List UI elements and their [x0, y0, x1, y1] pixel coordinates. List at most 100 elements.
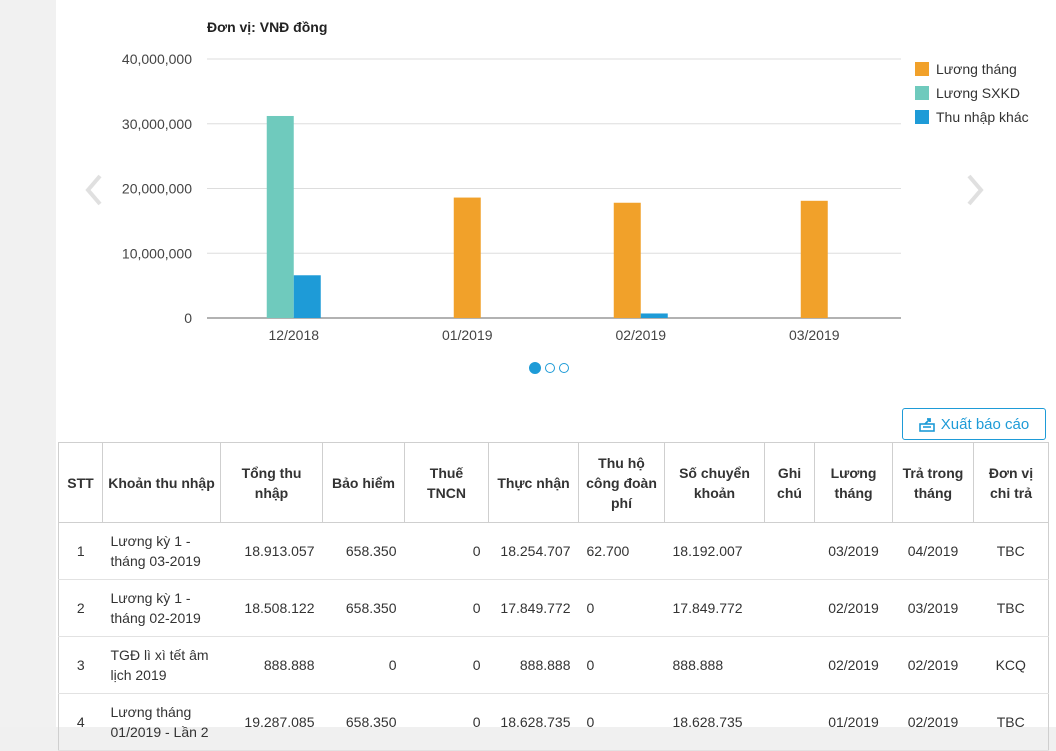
bar-02-2019-series-2	[640, 313, 668, 318]
bar-01-2019-series-0	[453, 197, 481, 318]
x-tick-label: 12/2018	[268, 327, 319, 343]
bar-12-2018-series-1	[266, 115, 294, 318]
cell-col-net: 18.254.707	[488, 522, 579, 580]
income-table: STT Khoản thu nhập Tổng thu nhập Bảo hiểm Th…	[58, 442, 1049, 751]
header-col-paid-month: Trả trong tháng	[892, 442, 974, 523]
cell-col-transfer: 18.628.735	[664, 693, 765, 751]
header-col-union-fee: Thu hộ công đoàn phí	[578, 442, 665, 523]
cell-col-salary-month: 02/2019	[814, 579, 893, 637]
export-report-button[interactable]: Xuất báo cáo	[902, 408, 1046, 440]
bar-12-2018-series-2	[293, 275, 321, 318]
cell-col-union-fee: 0	[578, 636, 665, 694]
cell-col-income-item: Lương kỳ 1 - tháng 02-2019	[102, 579, 221, 637]
carousel-next-button[interactable]	[953, 170, 993, 210]
header-col-note: Ghi chú	[764, 442, 815, 523]
x-tick-label: 03/2019	[789, 327, 840, 343]
chart-legend: Lương tháng Lương SXKD Thu nhập khác	[915, 57, 1029, 129]
cell-col-net: 17.849.772	[488, 579, 579, 637]
cell-col-payer-unit: KCQ	[973, 636, 1049, 694]
chevron-right-icon	[967, 174, 984, 206]
y-tick-label: 0	[184, 310, 192, 326]
table-row[interactable]: 1 Lương kỳ 1 - tháng 03-2019 18.913.057 658…	[58, 522, 1049, 580]
cell-col-insurance: 658.350	[322, 693, 405, 751]
chart-canvas: Đơn vị: VNĐ đồng 0 10,000,000 20,000,000 30,…	[122, 19, 901, 343]
bar-02-2019-series-0	[613, 202, 641, 318]
table-row[interactable]: 3 TGĐ lì xì tết âm lịch 2019 888.888 0 0 888.…	[58, 636, 1049, 694]
cell-col-net: 888.888	[488, 636, 579, 694]
cell-col-pit: 0	[404, 636, 489, 694]
legend-label: Lương SXKD	[936, 85, 1020, 101]
x-tick-label: 02/2019	[615, 327, 666, 343]
carousel-dot[interactable]	[545, 363, 555, 373]
cell-col-salary-month: 03/2019	[814, 522, 893, 580]
legend-swatch	[915, 86, 929, 100]
carousel-pager	[529, 362, 573, 374]
cell-col-paid-month: 02/2019	[892, 693, 974, 751]
table-row[interactable]: 4 Lương tháng 01/2019 - Lần 2 19.287.085 65…	[58, 693, 1049, 751]
export-icon	[918, 418, 935, 432]
legend-item[interactable]: Lương tháng	[915, 57, 1029, 81]
cell-col-total-income: 888.888	[220, 636, 323, 694]
cell-col-paid-month: 04/2019	[892, 522, 974, 580]
header-col-income-item: Khoản thu nhập	[102, 442, 221, 523]
cell-col-paid-month: 03/2019	[892, 579, 974, 637]
x-tick-label: 01/2019	[442, 327, 493, 343]
legend-item[interactable]: Thu nhập khác	[915, 105, 1029, 129]
legend-swatch	[915, 62, 929, 76]
cell-col-salary-month: 02/2019	[814, 636, 893, 694]
y-tick-label: 40,000,000	[122, 51, 192, 67]
y-tick-label: 30,000,000	[122, 116, 192, 132]
cell-col-pit: 0	[404, 579, 489, 637]
header-col-payer-unit: Đơn vị chi trả	[973, 442, 1049, 523]
header-col-stt: STT	[58, 442, 103, 523]
cell-col-stt: 3	[58, 636, 103, 694]
cell-col-stt: 2	[58, 579, 103, 637]
cell-col-net: 18.628.735	[488, 693, 579, 751]
carousel-dot[interactable]	[559, 363, 569, 373]
cell-col-payer-unit: TBC	[973, 693, 1049, 751]
bar-03-2019-series-0	[800, 200, 828, 318]
legend-swatch	[915, 110, 929, 124]
cell-col-stt: 4	[58, 693, 103, 751]
cell-col-union-fee: 62.700	[578, 522, 665, 580]
chart-unit-label: Đơn vị: VNĐ đồng	[207, 19, 327, 35]
cell-col-insurance: 0	[322, 636, 405, 694]
cell-col-payer-unit: TBC	[973, 579, 1049, 637]
cell-col-union-fee: 0	[578, 579, 665, 637]
header-col-insurance: Bảo hiểm	[322, 442, 405, 523]
legend-item[interactable]: Lương SXKD	[915, 81, 1029, 105]
legend-label: Lương tháng	[936, 61, 1017, 77]
cell-col-note	[764, 693, 815, 751]
left-gutter	[0, 0, 56, 727]
cell-col-insurance: 658.350	[322, 579, 405, 637]
cell-col-total-income: 18.508.122	[220, 579, 323, 637]
header-col-pit: Thuế TNCN	[404, 442, 489, 523]
cell-col-note	[764, 636, 815, 694]
cell-col-total-income: 18.913.057	[220, 522, 323, 580]
cell-col-transfer: 888.888	[664, 636, 765, 694]
y-tick-label: 20,000,000	[122, 181, 192, 197]
cell-col-insurance: 658.350	[322, 522, 405, 580]
header-col-transfer: Số chuyển khoản	[664, 442, 765, 523]
chevron-left-icon	[85, 174, 102, 206]
y-tick-label: 10,000,000	[122, 245, 192, 261]
cell-col-total-income: 19.287.085	[220, 693, 323, 751]
header-col-net: Thực nhận	[488, 442, 579, 523]
header-col-total-income: Tổng thu nhập	[220, 442, 323, 523]
cell-col-pit: 0	[404, 522, 489, 580]
cell-col-stt: 1	[58, 522, 103, 580]
cell-col-income-item: Lương kỳ 1 - tháng 03-2019	[102, 522, 221, 580]
table-row[interactable]: 2 Lương kỳ 1 - tháng 02-2019 18.508.122 658…	[58, 579, 1049, 637]
cell-col-union-fee: 0	[578, 693, 665, 751]
legend-label: Thu nhập khác	[936, 109, 1029, 125]
export-report-label: Xuất báo cáo	[940, 415, 1030, 433]
income-chart: Đơn vị: VNĐ đồng 0 10,000,000 20,000,000 30,…	[56, 0, 1056, 400]
carousel-prev-button[interactable]	[76, 170, 116, 210]
cell-col-income-item: Lương tháng 01/2019 - Lần 2	[102, 693, 221, 751]
cell-col-salary-month: 01/2019	[814, 693, 893, 751]
header-col-salary-month: Lương tháng	[814, 442, 893, 523]
table-header-row: STT Khoản thu nhập Tổng thu nhập Bảo hiểm Th…	[58, 442, 1049, 523]
cell-col-note	[764, 579, 815, 637]
cell-col-pit: 0	[404, 693, 489, 751]
carousel-dot[interactable]	[529, 362, 541, 374]
